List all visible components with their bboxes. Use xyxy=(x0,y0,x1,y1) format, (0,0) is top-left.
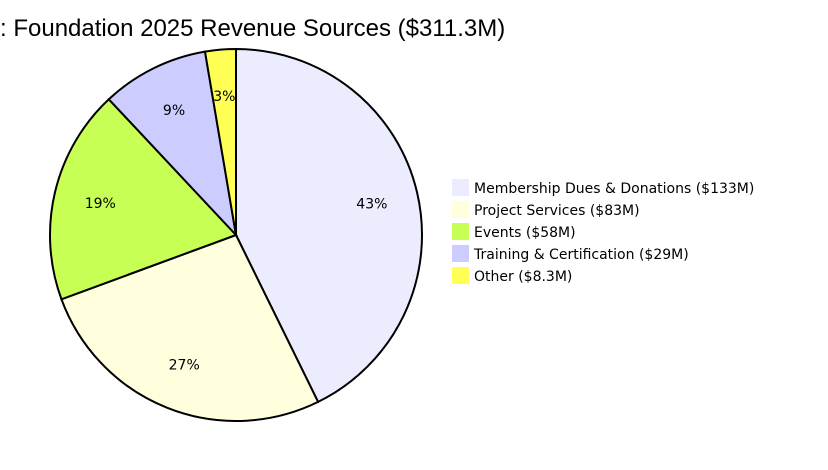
pie-percent-labels: 43% 27% 19% 9% 3% xyxy=(85,89,388,374)
legend-label: Training & Certification ($29M) xyxy=(473,247,689,263)
legend-swatch xyxy=(452,267,469,284)
legend-swatch xyxy=(452,201,469,218)
pie-slice-5 xyxy=(203,47,237,236)
pie-slice-2 xyxy=(60,233,320,422)
legend-label: Project Services ($83M) xyxy=(474,203,640,219)
legend-swatch xyxy=(452,179,469,196)
chart-title: : Foundation 2025 Revenue Sources ($311.… xyxy=(0,15,505,42)
slice-percent-label: 43% xyxy=(356,196,387,212)
pie-slice-4 xyxy=(107,50,238,239)
pie-slice-1 xyxy=(235,47,423,404)
slice-percent-label: 3% xyxy=(213,89,235,105)
legend-label: Events ($58M) xyxy=(474,225,576,241)
legend-label: Membership Dues & Donations ($133M) xyxy=(474,181,754,197)
legend-label: Other ($8.3M) xyxy=(474,269,572,285)
legend-swatch xyxy=(452,245,469,262)
slice-percent-label: 19% xyxy=(85,196,116,212)
pie-slice-3 xyxy=(49,97,238,301)
slice-percent-label: 27% xyxy=(169,358,200,374)
pie-slices xyxy=(49,47,423,422)
legend-swatch xyxy=(452,223,469,240)
slice-percent-label: 9% xyxy=(163,103,185,119)
legend: Membership Dues & Donations ($133M) Proje… xyxy=(452,179,754,285)
